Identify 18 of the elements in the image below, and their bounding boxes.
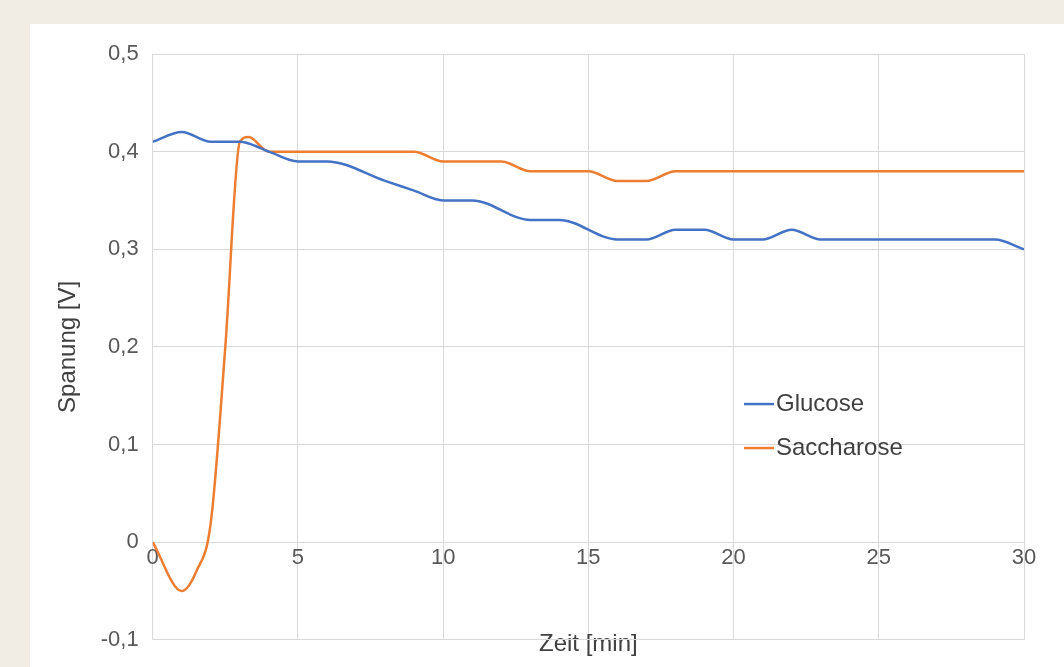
x-tick-label: 25 xyxy=(866,544,892,570)
x-tick-label: 30 xyxy=(1011,544,1037,570)
legend-label: Glucose xyxy=(776,388,865,416)
x-tick-label: 5 xyxy=(291,544,305,570)
y-tick-label: 0,4 xyxy=(108,137,139,163)
line-series xyxy=(152,130,1024,251)
x-tick-label: 10 xyxy=(430,544,456,570)
y-tick-label: 0 xyxy=(126,528,139,554)
legend-label: Saccharose xyxy=(776,432,903,460)
y-axis-title: Spanung [V] xyxy=(53,280,81,413)
y-tick-label: 0,2 xyxy=(108,332,139,358)
y-tick-label: -0,1 xyxy=(100,625,139,651)
x-tick-label: 20 xyxy=(721,544,746,570)
y-tick-label: 0,3 xyxy=(108,235,139,261)
x-tick-label: 15 xyxy=(576,544,601,570)
y-tick-label: 0,1 xyxy=(108,430,139,456)
y-tick-label: 0,5 xyxy=(108,40,139,66)
x-tick-label: 0 xyxy=(146,544,159,570)
